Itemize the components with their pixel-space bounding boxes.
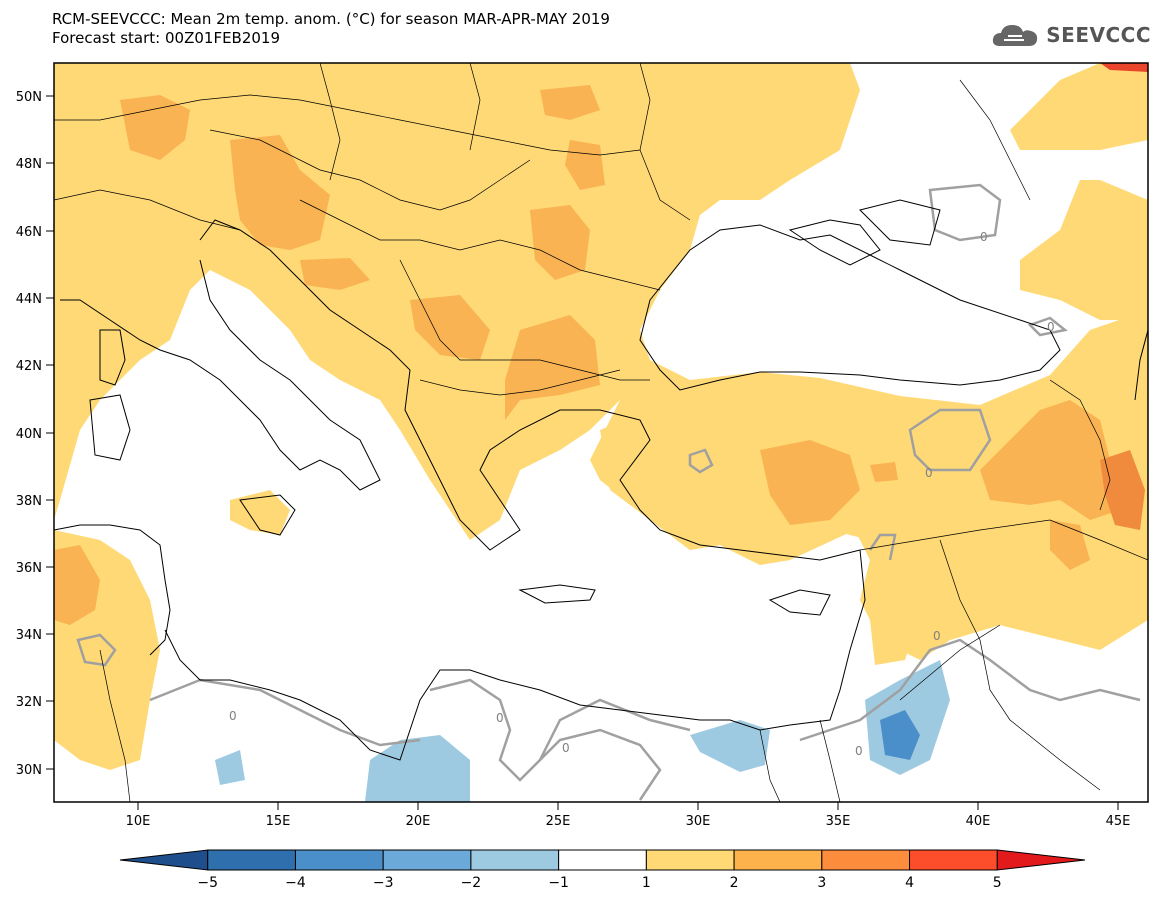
lon-label: 40E xyxy=(966,814,991,829)
colorbar-segment xyxy=(733,849,823,871)
lat-label: 50N xyxy=(16,90,42,105)
colorbar-tick-label: −1 xyxy=(548,875,569,891)
lon-label: 35E xyxy=(826,814,851,829)
lat-label: 48N xyxy=(16,157,42,172)
anomaly-negative xyxy=(690,720,770,772)
anomaly-patch xyxy=(230,135,330,250)
colorbar-segment xyxy=(470,849,560,871)
anomaly-patch-strong xyxy=(1100,450,1145,530)
colorbar-tick-label: −2 xyxy=(461,875,482,891)
colorbar-segment xyxy=(382,849,472,871)
colorbar-segment xyxy=(909,849,998,871)
cloud-icon xyxy=(993,25,1038,46)
anomaly-patch xyxy=(1050,520,1090,570)
title-line-1: RCM-SEEVCCC: Mean 2m temp. anom. (°C) fo… xyxy=(52,10,610,28)
colorbar-tick-label: 5 xyxy=(993,875,1002,891)
contour-label: 0 xyxy=(855,744,863,758)
anomaly-region-ukraine xyxy=(1010,63,1148,150)
contour-label: 0 xyxy=(496,711,504,725)
colorbar-segment xyxy=(294,849,384,871)
lon-label: 20E xyxy=(406,814,431,829)
anomaly-patch xyxy=(410,295,490,360)
lon-label: 15E xyxy=(266,814,291,829)
contour-label: 0 xyxy=(980,230,988,244)
contour-label: 0 xyxy=(229,709,237,723)
colorbar-tick-label: 1 xyxy=(642,875,651,891)
anomaly-patch xyxy=(540,85,600,120)
anomaly-patch xyxy=(54,545,100,625)
lon-label: 45E xyxy=(1106,814,1131,829)
colorbar-tick-label: 2 xyxy=(730,875,739,891)
country-borders xyxy=(54,63,1148,802)
contour-label: 0 xyxy=(925,466,933,480)
lat-label: 40N xyxy=(16,427,42,442)
logo-text: SEEVCCC xyxy=(1046,23,1151,47)
colorbar-segment xyxy=(207,849,296,871)
lon-label: 10E xyxy=(126,814,151,829)
lat-label: 38N xyxy=(16,494,42,509)
anomaly-negative xyxy=(365,735,470,802)
contour-label: 0 xyxy=(1047,320,1055,334)
lat-label: 34N xyxy=(16,628,42,643)
title-line-2: Forecast start: 00Z01FEB2019 xyxy=(52,29,281,47)
lat-label: 32N xyxy=(16,695,42,710)
anomaly-field xyxy=(54,63,1148,802)
lat-label: 46N xyxy=(16,225,42,240)
map-title: RCM-SEEVCCC: Mean 2m temp. anom. (°C) fo… xyxy=(52,10,610,48)
colorbar-segment xyxy=(821,849,911,871)
lat-label: 30N xyxy=(16,763,42,778)
anomaly-region-turkey xyxy=(600,360,1148,640)
anomaly-negative-strong xyxy=(880,710,920,760)
anomaly-patch xyxy=(120,95,190,160)
anomaly-region-sicily xyxy=(230,490,290,535)
colorbar-tick-label: −4 xyxy=(285,875,306,891)
anomaly-region-caucasus xyxy=(1020,180,1148,320)
coastlines xyxy=(54,199,1148,761)
anomaly-patch xyxy=(980,400,1120,520)
colorbar-tick-label: −3 xyxy=(373,875,394,891)
colorbar-tick-label: −5 xyxy=(197,875,218,891)
lon-axis: 10E 15E 20E 25E 30E 35E 40E 45E xyxy=(126,802,1131,829)
anomaly-patch xyxy=(760,440,860,525)
colorbar-tick-label: 4 xyxy=(905,875,914,891)
lon-label: 25E xyxy=(546,814,571,829)
colorbar-segment xyxy=(645,849,735,871)
anomaly-negative xyxy=(215,750,245,785)
lat-label: 36N xyxy=(16,561,42,576)
colorbar-segment xyxy=(996,849,1086,871)
anomaly-patch xyxy=(870,462,898,482)
lon-label: 30E xyxy=(686,814,711,829)
colorbar: −5 −4 −3 −2 −1 1 2 3 4 5 xyxy=(119,849,1086,891)
anomaly-patch xyxy=(300,258,370,290)
lat-label: 44N xyxy=(16,292,42,307)
lat-label: 42N xyxy=(16,359,42,374)
contour-labels: 0 0 0 0 0 0 0 0 xyxy=(229,230,1055,758)
contour-label: 0 xyxy=(562,741,570,755)
anomaly-region-levant xyxy=(870,610,915,665)
anomaly-patch-strong xyxy=(1100,63,1148,72)
seevccc-logo: SEEVCCC xyxy=(990,20,1151,50)
lat-axis: 50N 48N 46N 44N 42N 40N 38N 36N 34N 32N … xyxy=(16,90,54,778)
anomaly-patch xyxy=(530,205,590,280)
colorbar-segment xyxy=(119,849,209,871)
anomaly-patch xyxy=(505,315,600,420)
colorbar-segment xyxy=(558,849,647,871)
colorbar-tick-label: 3 xyxy=(817,875,826,891)
contour-label: 0 xyxy=(933,629,941,643)
